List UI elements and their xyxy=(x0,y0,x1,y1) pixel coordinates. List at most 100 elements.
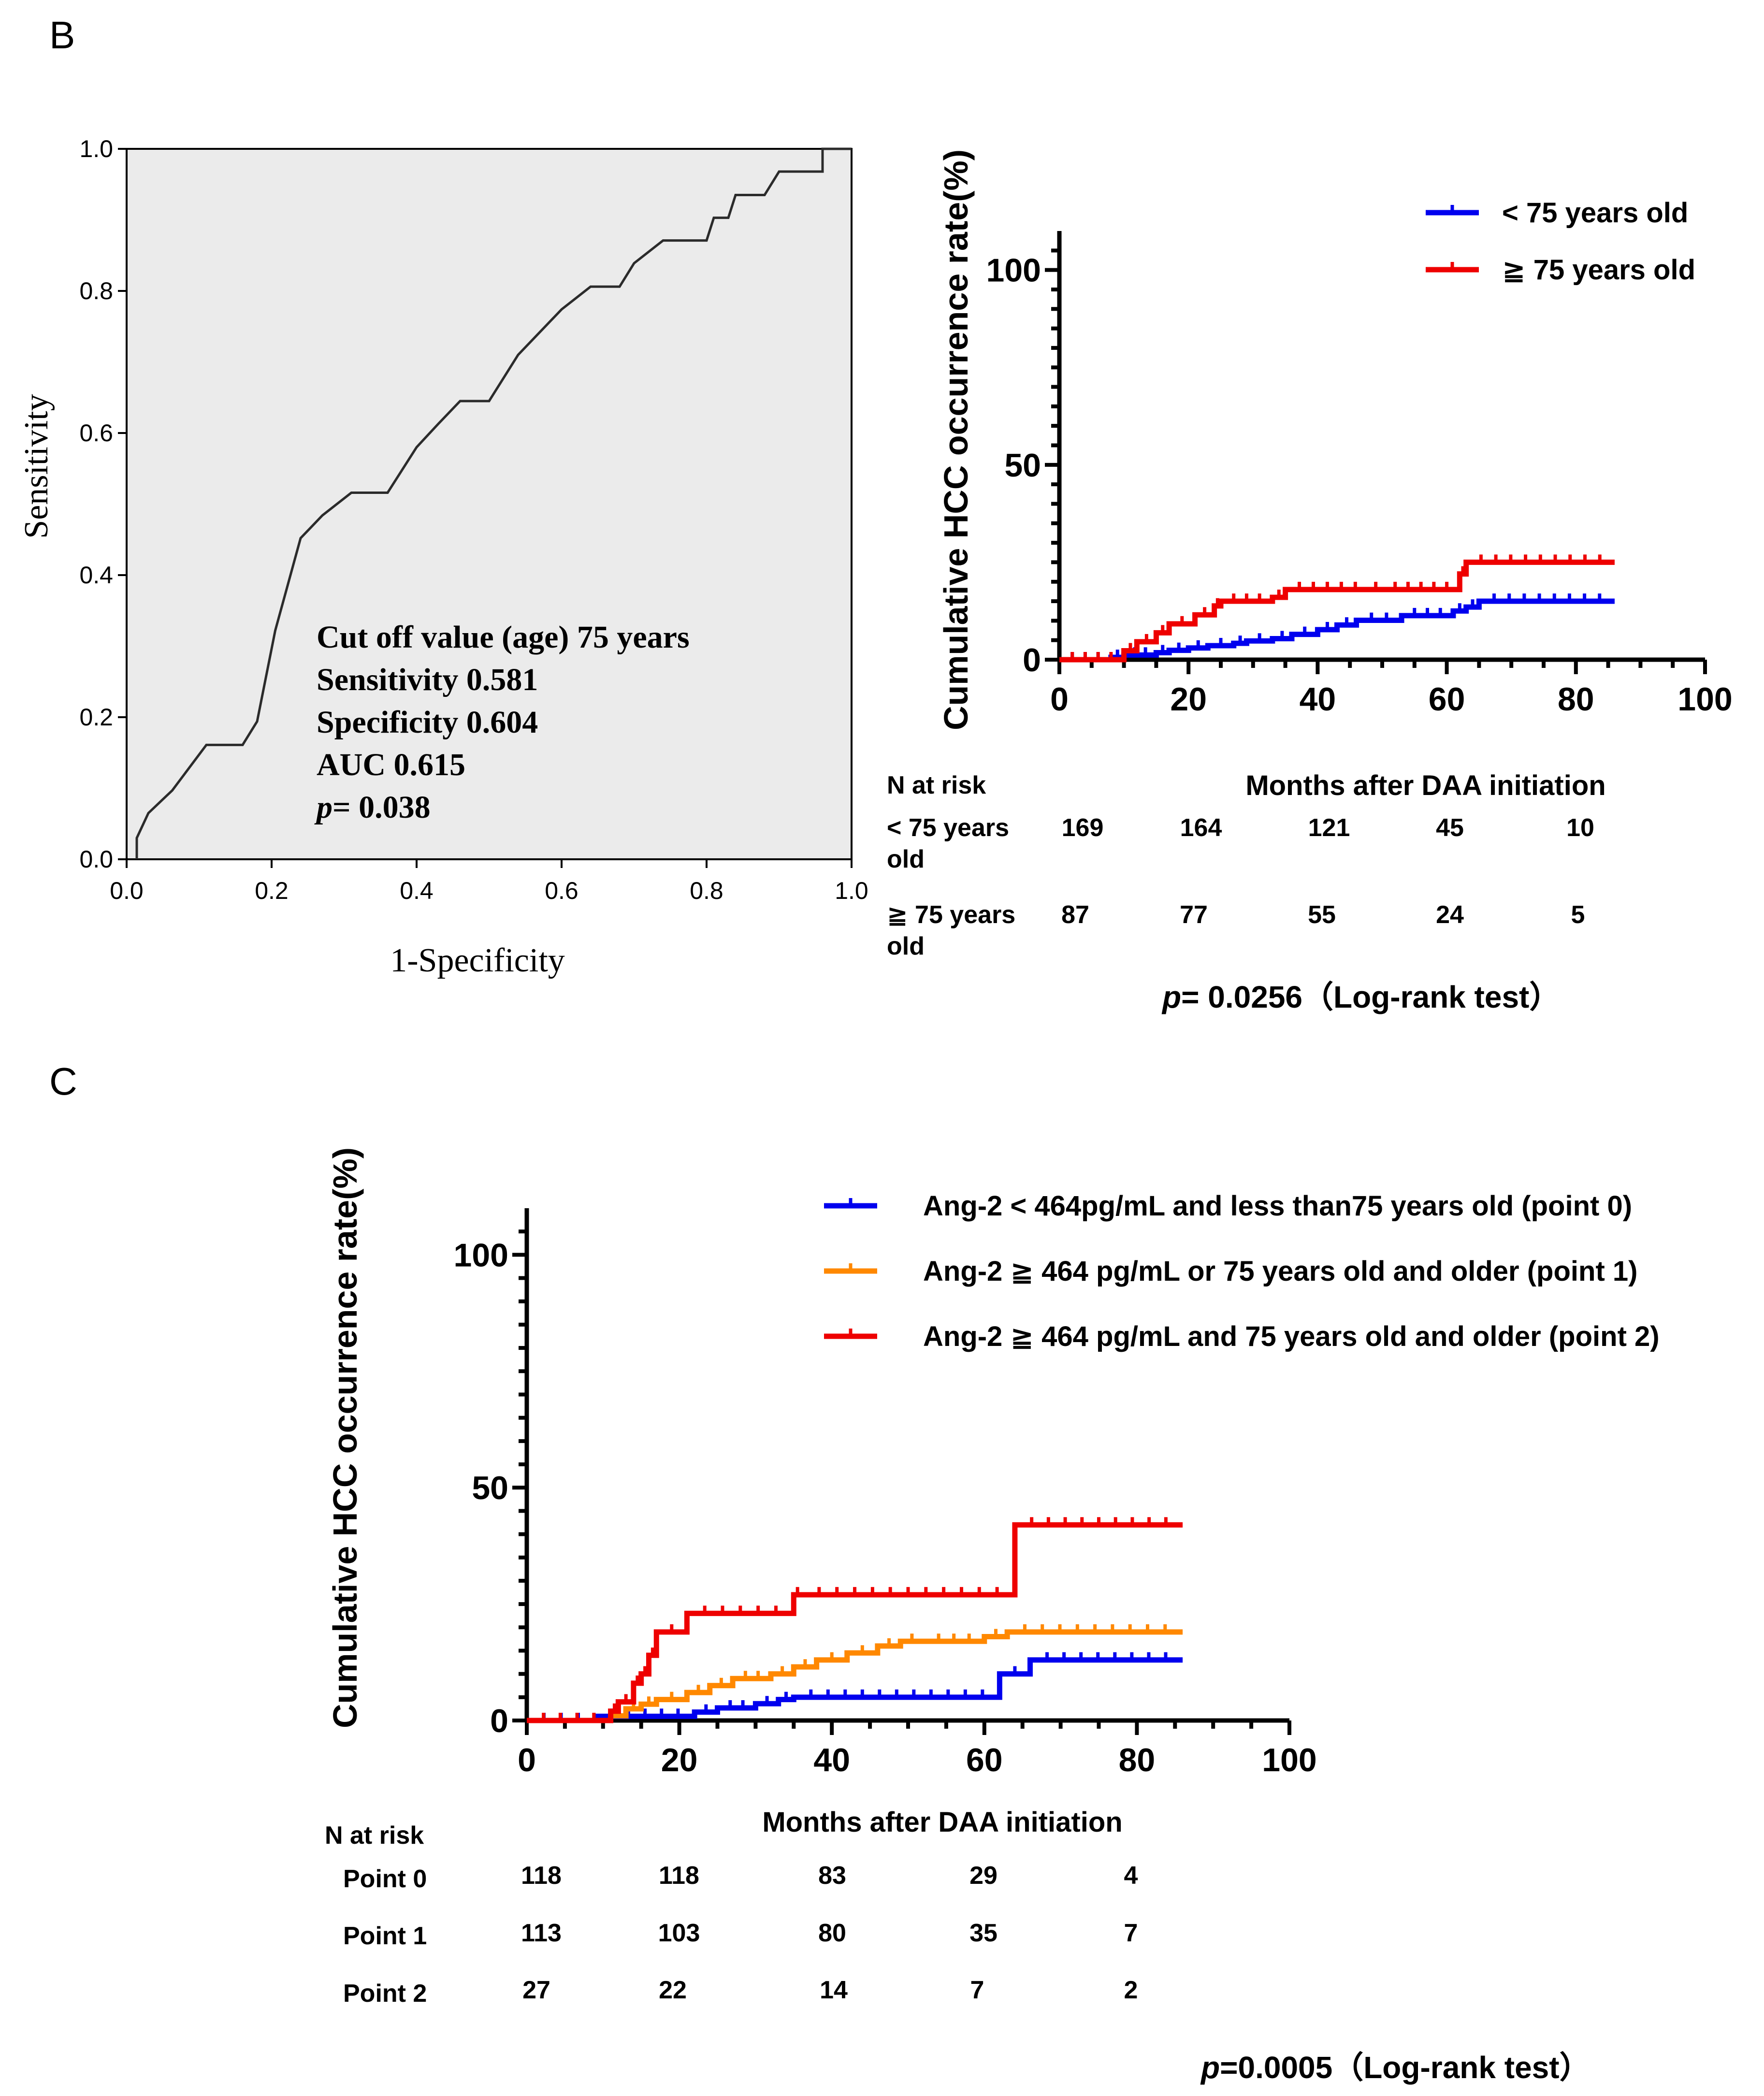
roc-y-tick-label: 0.2 xyxy=(79,704,113,731)
roc-x-tick-label: 0.0 xyxy=(110,877,144,904)
km-c-series-line-0 xyxy=(527,1657,1183,1723)
roc-y-tick-label: 0.6 xyxy=(79,419,113,447)
roc-stat-specificity: Specificity 0.604 xyxy=(317,705,538,740)
roc-p-value: = 0.038 xyxy=(333,790,431,825)
km-b-risk-table: N at risk < 75 years old ≧ 75 years old … xyxy=(887,771,1594,960)
km-b-risk-cell: 10 xyxy=(1566,814,1594,842)
km-b-x-tick-label: 40 xyxy=(1300,681,1336,718)
km-b-risk-label-line2: old xyxy=(887,845,925,873)
km-c-pvalue: p=0.0005（Log-rank test） xyxy=(1200,2050,1590,2085)
km-b-legend: < 75 years old ≧ 75 years old xyxy=(1426,197,1695,286)
roc-stat-cutoff: Cut off value (age) 75 years xyxy=(317,620,690,655)
km-b-risk-cell: 5 xyxy=(1571,901,1585,929)
km-b-pvalue: p= 0.0256（Log-rank test） xyxy=(1161,980,1560,1014)
km-b-x-tick-label: 60 xyxy=(1429,681,1465,718)
km-b-risk-label-line1: < 75 years xyxy=(887,814,1009,842)
km-b-p-rest: = 0.0256（Log-rank test） xyxy=(1181,980,1560,1014)
panel-letter-b: B xyxy=(49,14,75,57)
km-b-risk-label-line1: ≧ 75 years xyxy=(887,901,1015,929)
km-c-series xyxy=(527,1517,1183,1723)
km-c-legend-label-0: Ang-2 < 464pg/mL and less than75 years o… xyxy=(923,1190,1632,1222)
km-c-x-axis-label: Months after DAA initiation xyxy=(762,1807,1122,1838)
roc-x-tick-label: 0.6 xyxy=(545,877,578,904)
km-c-x-tick-label: 40 xyxy=(813,1742,850,1778)
km-c-x-tick-label: 100 xyxy=(1262,1742,1316,1778)
km-b-x-tick-label: 0 xyxy=(1050,681,1069,718)
km-b-risk-cell: 45 xyxy=(1436,814,1464,842)
km-c-risk-cell: 113 xyxy=(521,1919,562,1947)
km-c-risk-label: Point 1 xyxy=(343,1922,427,1950)
km-b-risk-label-line2: old xyxy=(887,932,925,960)
km-b-legend-label-0: < 75 years old xyxy=(1502,197,1688,229)
roc-stats-box: Cut off value (age) 75 years Sensitivity… xyxy=(314,620,690,825)
km-c-risk-cell: 7 xyxy=(1124,1919,1138,1947)
km-b-x-axis-label: Months after DAA initiation xyxy=(1245,770,1605,801)
km-c-risk-header: N at risk xyxy=(325,1821,424,1850)
km-b-y-axis-label: Cumulative HCC occurrence rate(%) xyxy=(937,149,975,730)
km-c-x-tick-label: 20 xyxy=(661,1742,698,1778)
km-b-y-tick-label: 50 xyxy=(1004,447,1041,484)
km-b-series xyxy=(1059,554,1615,663)
km-b-legend-label-1: ≧ 75 years old xyxy=(1502,254,1695,286)
km-c-risk-cell: 2 xyxy=(1124,1976,1138,2004)
km-c-risk-cell: 103 xyxy=(658,1919,700,1947)
km-c-risk-cell: 14 xyxy=(820,1976,848,2004)
km-c-p-rest: =0.0005（Log-rank test） xyxy=(1220,2050,1590,2085)
km-c-risk-cell: 83 xyxy=(818,1862,846,1890)
km-c-series-line-2 xyxy=(527,1522,1183,1723)
roc-chart: 0.0 0.0 0.2 0.2 0.4 0.4 0.6 0.6 0.8 0.8 1.0 1.0 1-S… xyxy=(18,135,868,979)
km-b-y-tick-label: 0 xyxy=(1023,642,1041,679)
km-c-risk-cell: 118 xyxy=(659,1862,699,1890)
roc-stat-pvalue: p= 0.038 xyxy=(314,790,431,825)
km-c-risk-cell: 27 xyxy=(522,1976,550,2004)
roc-curve xyxy=(135,147,852,859)
km-c-x-tick-label: 0 xyxy=(518,1742,536,1778)
roc-y-tick-label: 0.8 xyxy=(79,277,113,304)
km-c-series-line-1 xyxy=(527,1629,1183,1723)
roc-x-tick-label: 0.2 xyxy=(255,877,289,904)
km-b-risk-cell: 121 xyxy=(1308,814,1350,842)
km-b-risk-cell: 87 xyxy=(1061,901,1089,929)
km-c-x-tick-label: 60 xyxy=(966,1742,1003,1778)
km-c-risk-cell: 29 xyxy=(969,1862,998,1890)
km-c-risk-label: Point 2 xyxy=(343,1980,427,2008)
km-c-y-axis-label: Cumulative HCC occurrence rate(%) xyxy=(326,1147,364,1728)
km-b-risk-cell: 164 xyxy=(1180,814,1222,842)
km-chart-c: 0 50 100 0 20 40 60 80 100 Ang-2 < 464pg/mL and … xyxy=(325,1147,1660,2085)
km-c-legend: Ang-2 < 464pg/mL and less than75 years o… xyxy=(824,1190,1660,1352)
km-b-x-tick-label: 80 xyxy=(1558,681,1594,718)
roc-y-tick-label: 1.0 xyxy=(79,135,113,162)
km-c-x-tick-label: 80 xyxy=(1119,1742,1156,1778)
roc-x-tick-label: 1.0 xyxy=(835,877,868,904)
roc-plot-area xyxy=(126,148,853,860)
km-b-risk-cell: 77 xyxy=(1180,901,1208,929)
km-b-axes: 0 50 100 0 20 40 60 80 100 xyxy=(986,231,1733,718)
km-c-risk-cell: 35 xyxy=(969,1919,998,1947)
roc-x-axis-label: 1-Specificity xyxy=(390,942,565,979)
roc-axes: 0.0 0.0 0.2 0.2 0.4 0.4 0.6 0.6 0.8 0.8 1.0 1.0 xyxy=(79,135,868,904)
km-c-legend-label-2: Ang-2 ≧ 464 pg/mL and 75 years old and o… xyxy=(923,1321,1660,1352)
km-c-axes: 0 50 100 0 20 40 60 80 100 xyxy=(454,1208,1317,1778)
km-c-p-letter: p xyxy=(1200,2050,1220,2085)
km-c-y-tick-label: 0 xyxy=(490,1703,508,1739)
km-c-risk-cell: 7 xyxy=(970,1976,984,2004)
km-c-risk-cell: 22 xyxy=(659,1976,687,2004)
km-c-risk-cell: 4 xyxy=(1124,1862,1138,1890)
km-b-risk-cell: 55 xyxy=(1308,901,1336,929)
km-c-risk-table: N at risk Point 0 Point 1 Point 2 118 11… xyxy=(325,1821,1138,2008)
km-c-legend-label-1: Ang-2 ≧ 464 pg/mL or 75 years old and ol… xyxy=(923,1256,1637,1287)
km-b-x-tick-label: 20 xyxy=(1170,681,1207,718)
km-b-risk-header: N at risk xyxy=(887,771,986,799)
km-b-p-letter: p xyxy=(1161,980,1181,1014)
roc-stat-sensitivity: Sensitivity 0.581 xyxy=(317,662,538,697)
roc-y-tick-label: 0.0 xyxy=(79,846,113,873)
roc-p-letter: p xyxy=(314,790,333,825)
km-b-series-line-0 xyxy=(1059,598,1615,663)
roc-y-tick-label: 0.4 xyxy=(79,562,113,589)
km-b-risk-cell: 169 xyxy=(1062,814,1104,842)
panel-letter-c: C xyxy=(49,1060,77,1103)
roc-stat-auc: AUC 0.615 xyxy=(317,747,465,782)
km-b-y-tick-label: 100 xyxy=(986,252,1041,289)
roc-x-tick-label: 0.4 xyxy=(400,877,434,904)
